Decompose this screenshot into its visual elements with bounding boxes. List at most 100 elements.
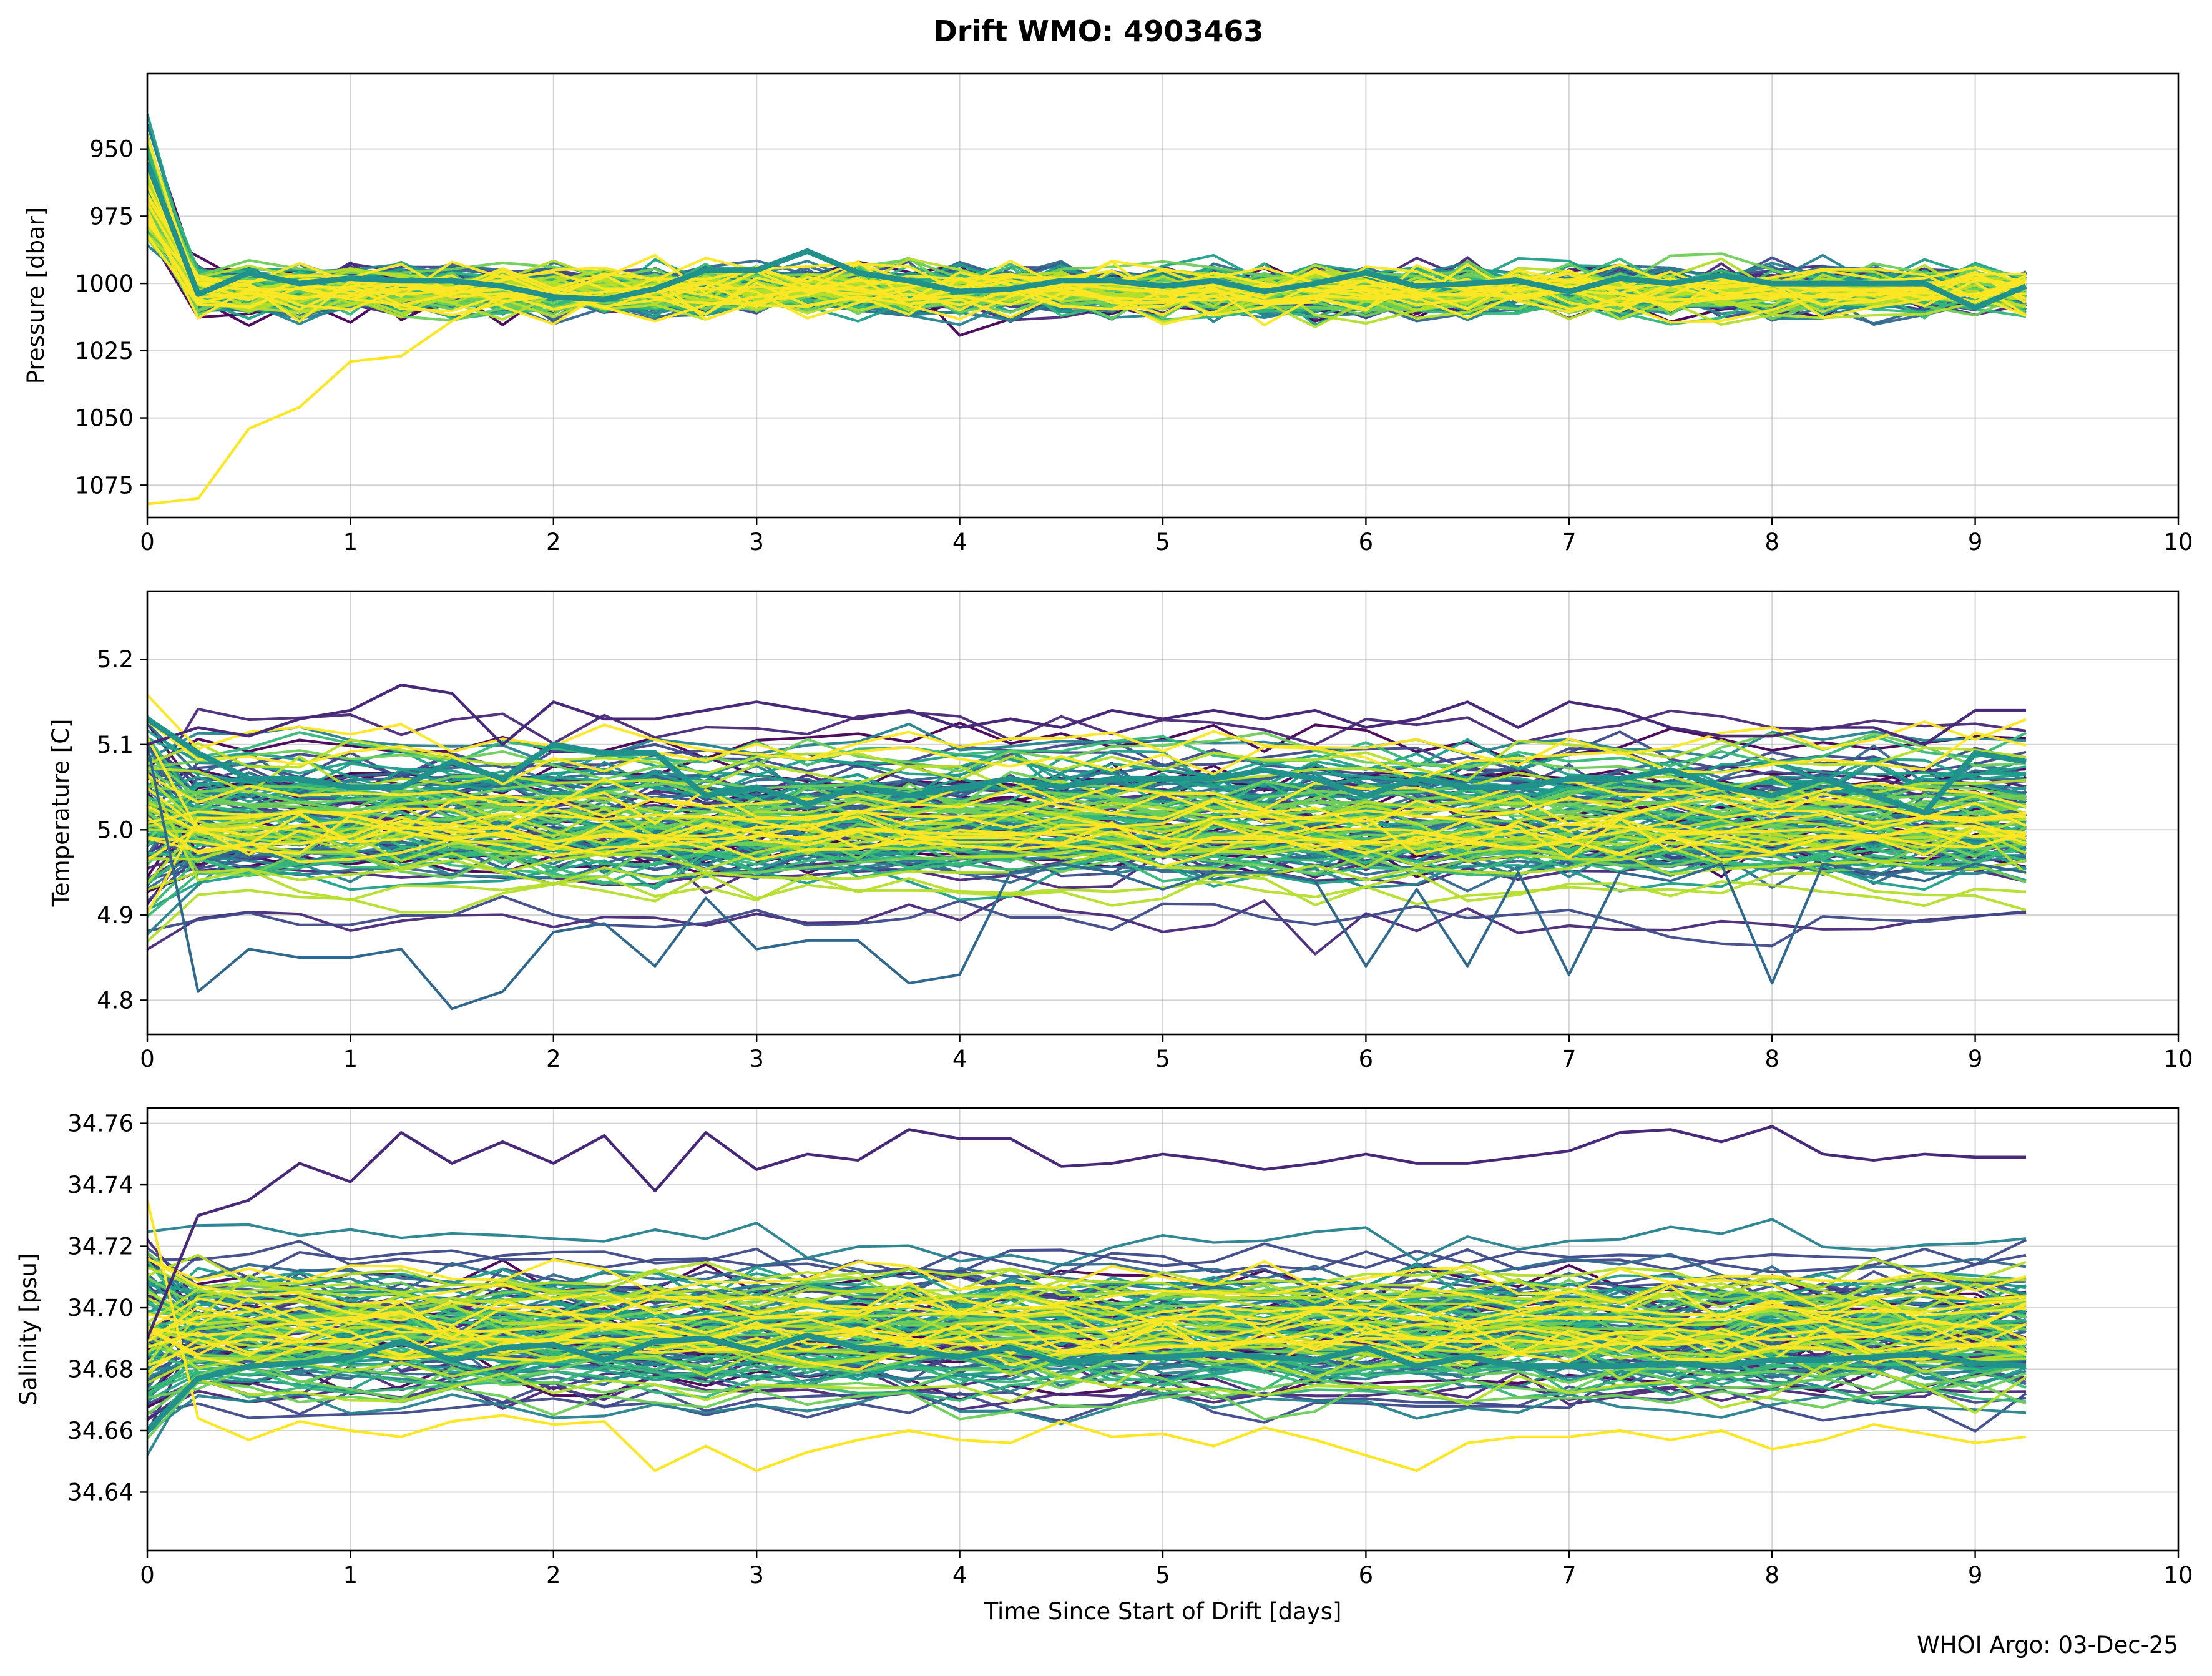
salinity-ytick-label: 34.70 xyxy=(67,1295,134,1321)
salinity-ytick-label: 34.76 xyxy=(67,1110,134,1137)
pressure-ytick-label: 950 xyxy=(89,136,134,163)
temperature-profile-line xyxy=(147,720,2027,786)
temperature-profile-line xyxy=(147,807,2027,855)
salinity-profile-line xyxy=(147,1327,2027,1371)
pressure-xtick-label: 8 xyxy=(1764,529,1779,556)
salinity-profile-line xyxy=(147,1296,2027,1343)
pressure-profile-line xyxy=(147,163,2027,296)
temperature-xtick-label: 2 xyxy=(546,1046,561,1072)
salinity-ytick-label: 34.74 xyxy=(67,1172,134,1198)
pressure-panel: 0 1 2 3 4 5 6 7 8 9 10 950 975 1000 1025 1050 1075 Pressu… xyxy=(22,72,2193,556)
salinity-xtick-label: 0 xyxy=(140,1562,155,1589)
pressure-xtick-label: 3 xyxy=(749,529,764,556)
temperature-profile-line xyxy=(147,782,2027,841)
temperature-profile-line xyxy=(147,792,2027,826)
salinity-xtick-label: 8 xyxy=(1764,1562,1779,1589)
pressure-xtick-label: 1 xyxy=(343,529,358,556)
salinity-profile-line xyxy=(147,1218,2027,1267)
temperature-xtick-label: 9 xyxy=(1968,1046,1983,1072)
salinity-xtick-label: 10 xyxy=(2163,1562,2193,1589)
pressure-ytick-label: 1050 xyxy=(75,405,134,432)
pressure-profile-line xyxy=(147,196,2027,323)
salinity-ytick-label: 34.72 xyxy=(67,1233,134,1260)
temperature-profile-line xyxy=(147,853,2027,911)
temperature-profile-line xyxy=(147,796,2027,883)
temperature-series xyxy=(147,683,2027,1011)
salinity-panel: 0 1 2 3 4 5 6 7 8 9 10 34.64 34.66 34.68 34.70 34.72 34.… xyxy=(15,1107,2193,1625)
salinity-profile-line xyxy=(147,1321,2027,1360)
salinity-series xyxy=(147,1125,2027,1473)
temperature-ytick-label: 4.8 xyxy=(97,987,134,1014)
credit-text: WHOI Argo: 03-Dec-25 xyxy=(1917,1632,2178,1659)
temperature-xtick-label: 6 xyxy=(1359,1046,1374,1072)
pressure-highlight-line xyxy=(147,161,2027,311)
temperature-xtick-label: 8 xyxy=(1764,1046,1779,1072)
salinity-profile-line xyxy=(147,1381,2027,1439)
salinity-profile-line xyxy=(147,1312,2027,1378)
salinity-low-trace-line xyxy=(147,1200,2027,1473)
temperature-panel: 0 1 2 3 4 5 6 7 8 9 10 4.8 4.9 5.0 5.1 5.2 Temperature [… xyxy=(47,590,2193,1072)
salinity-xtick-label: 6 xyxy=(1359,1562,1374,1589)
salinity-ytick-label: 34.68 xyxy=(67,1356,134,1383)
salinity-high-trace-line xyxy=(147,1125,2026,1340)
temperature-xtick-label: 0 xyxy=(140,1046,155,1072)
pressure-profile-line xyxy=(147,215,2027,324)
pressure-xtick-label: 9 xyxy=(1968,529,1983,556)
salinity-xlabel: Time Since Start of Drift [days] xyxy=(984,1598,1342,1625)
pressure-xtick-label: 2 xyxy=(546,529,561,556)
salinity-ylabel: Salinity [psu] xyxy=(15,1253,42,1406)
pressure-series xyxy=(147,114,2027,506)
salinity-xtick-label: 1 xyxy=(343,1562,358,1589)
temperature-profile-line xyxy=(147,804,2027,846)
temperature-profile-line xyxy=(147,707,2027,795)
salinity-profile-line xyxy=(147,1364,2027,1433)
salinity-profile-line xyxy=(147,1322,2027,1367)
salinity-profile-line xyxy=(147,1388,2027,1434)
salinity-xtick-label: 4 xyxy=(952,1562,967,1589)
pressure-ytick-label: 1025 xyxy=(75,338,134,365)
temperature-xtick-label: 4 xyxy=(952,1046,967,1072)
pressure-profile-line xyxy=(147,194,2027,316)
temperature-profile-line xyxy=(147,737,2027,793)
salinity-xtick-label: 3 xyxy=(749,1562,764,1589)
salinity-profile-line xyxy=(147,1366,2027,1401)
salinity-profile-line xyxy=(147,1318,2027,1359)
temperature-profile-line xyxy=(147,893,2027,956)
temperature-profile-line xyxy=(147,737,2027,832)
temperature-profile-line xyxy=(147,787,2027,914)
temperature-profile-line xyxy=(147,894,2027,948)
temperature-ytick-label: 5.0 xyxy=(97,816,134,843)
temperature-ytick-label: 4.9 xyxy=(97,902,134,929)
pressure-xtick-label: 4 xyxy=(952,529,967,556)
temperature-ylabel: Temperature [C] xyxy=(47,719,74,908)
pressure-ylabel: Pressure [dbar] xyxy=(22,207,49,384)
temperature-outlier-line xyxy=(147,744,2027,1011)
salinity-profile-line xyxy=(147,1285,2027,1331)
pressure-profile-line xyxy=(147,219,2027,312)
temperature-ytick-label: 5.1 xyxy=(97,732,134,758)
salinity-profile-line xyxy=(147,1242,2027,1300)
pressure-ytick-label: 975 xyxy=(89,203,134,230)
salinity-ytick-label: 34.64 xyxy=(67,1479,134,1506)
pressure-ytick-label: 1075 xyxy=(75,472,134,499)
temperature-xtick-label: 1 xyxy=(343,1046,358,1072)
temperature-xtick-label: 3 xyxy=(749,1046,764,1072)
salinity-profile-line xyxy=(147,1257,2027,1316)
pressure-xtick-label: 7 xyxy=(1562,529,1577,556)
pressure-xtick-label: 10 xyxy=(2163,529,2193,556)
pressure-ytick-label: 1000 xyxy=(75,270,134,297)
temperature-profile-line xyxy=(147,814,2027,857)
salinity-profile-line xyxy=(147,1253,2027,1293)
pressure-xtick-label: 0 xyxy=(140,529,155,556)
temperature-profile-line xyxy=(147,774,2027,811)
temperature-profile-line xyxy=(147,871,2027,943)
temperature-profile-line xyxy=(147,851,2027,891)
temperature-profile-line xyxy=(147,722,2027,767)
pressure-xtick-label: 5 xyxy=(1155,529,1170,556)
salinity-xtick-label: 2 xyxy=(546,1562,561,1589)
salinity-profile-line xyxy=(147,1257,2027,1295)
temperature-profile-line xyxy=(147,748,2027,800)
salinity-xtick-label: 9 xyxy=(1968,1562,1983,1589)
salinity-highlight-line xyxy=(147,1332,2027,1433)
